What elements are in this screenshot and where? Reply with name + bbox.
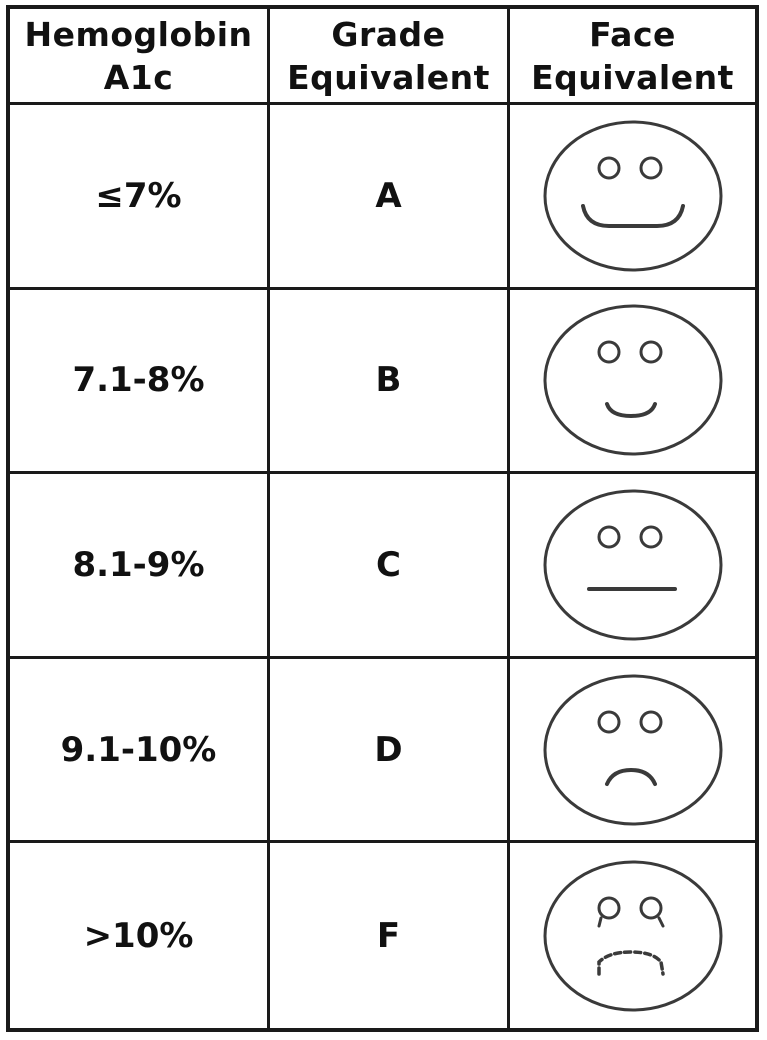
header-grade-line2: Equivalent — [287, 57, 490, 97]
header-face-line1: Face — [589, 14, 676, 54]
header-hba1c-line1: Hemoglobin — [24, 14, 253, 54]
header-face: Face Equivalent — [510, 9, 755, 105]
hba1c-value-a: ≤7% — [10, 105, 270, 290]
grade-value-a: A — [270, 105, 510, 290]
neutral-face-icon — [510, 474, 755, 659]
slight-smile-face-icon — [510, 290, 755, 475]
grade-value-d: D — [270, 658, 510, 844]
hba1c-value-c: 8.1-9% — [10, 474, 270, 659]
header-grade: Grade Equivalent — [270, 9, 510, 105]
header-hba1c-line2: A1c — [103, 57, 174, 97]
hba1c-grade-table: Hemoglobin A1c Grade Equivalent Face Equ… — [6, 5, 759, 1032]
header-face-line2: Equivalent — [531, 57, 734, 97]
sad-face-icon — [510, 659, 755, 844]
hba1c-value-d: 9.1-10% — [10, 658, 270, 844]
grade-value-b: B — [270, 289, 510, 475]
hba1c-value-b: 7.1-8% — [10, 289, 270, 475]
header-grade-line1: Grade — [331, 14, 446, 54]
header-hba1c: Hemoglobin A1c — [10, 9, 270, 105]
crying-face-icon — [510, 843, 755, 1028]
hba1c-value-f: >10% — [10, 843, 270, 1028]
happy-face-icon — [510, 105, 755, 290]
grade-value-f: F — [270, 843, 510, 1028]
grade-value-c: C — [270, 474, 510, 659]
